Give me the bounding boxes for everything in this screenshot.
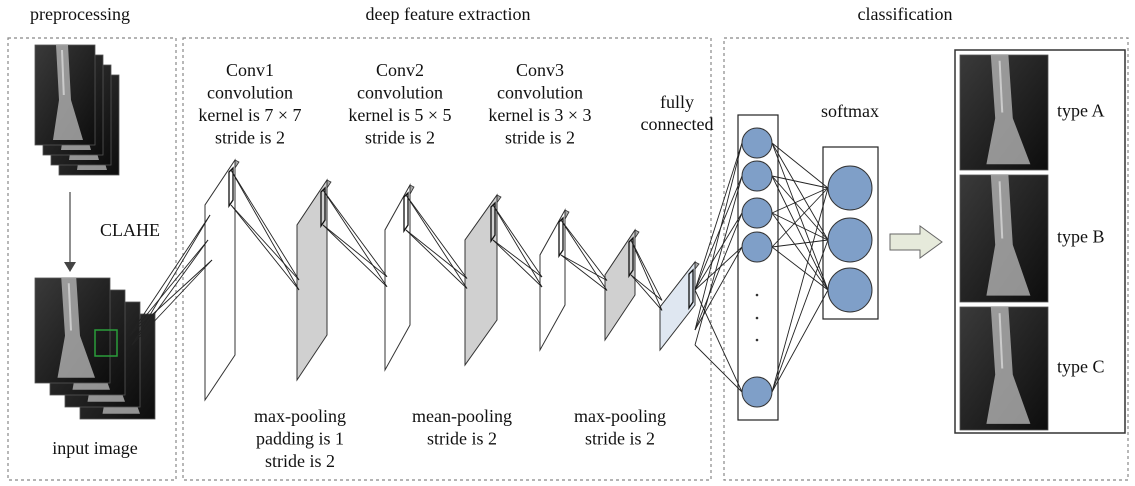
connection xyxy=(231,205,299,280)
connection xyxy=(772,188,828,392)
pooling-label: mean-pooling xyxy=(412,406,512,426)
feature-map xyxy=(205,160,235,400)
fc-label: fully xyxy=(660,92,694,112)
pooling-label: max-pooling xyxy=(574,406,666,426)
fc-neuron xyxy=(742,161,772,191)
conv-label: stride is 2 xyxy=(505,128,575,148)
conv-label: convolution xyxy=(497,83,583,103)
connection xyxy=(130,260,212,335)
fc-neuron xyxy=(742,232,772,262)
feature-map xyxy=(297,180,327,380)
section-title: deep feature extraction xyxy=(366,4,531,24)
conv-label: Conv1 xyxy=(226,60,274,80)
connection xyxy=(772,290,828,392)
softmax-neuron xyxy=(828,218,872,262)
connection xyxy=(323,225,387,287)
connection xyxy=(561,220,607,281)
connection xyxy=(631,275,662,300)
section-title: classification xyxy=(858,4,953,24)
connection xyxy=(561,255,607,291)
conv-label: kernel is 5 × 5 xyxy=(348,105,451,125)
class-label: type B xyxy=(1057,227,1105,247)
conv-label: kernel is 7 × 7 xyxy=(198,105,301,125)
feature-map xyxy=(465,195,497,365)
feature-map xyxy=(540,210,565,350)
connection xyxy=(631,240,662,310)
connection xyxy=(493,205,542,277)
section-title: preprocessing xyxy=(30,4,130,24)
pooling-label: padding is 1 xyxy=(256,429,344,449)
pooling-label: stride is 2 xyxy=(265,451,335,471)
connection xyxy=(695,176,742,290)
block-arrow xyxy=(890,226,942,258)
connection xyxy=(561,255,607,281)
class-label: type A xyxy=(1057,101,1105,121)
connection xyxy=(772,176,828,240)
connection xyxy=(631,275,662,310)
connection xyxy=(493,240,542,287)
conv-label: convolution xyxy=(357,83,443,103)
ellipsis-dot xyxy=(756,317,759,320)
connection xyxy=(631,240,662,300)
step-label: CLAHE xyxy=(100,220,160,240)
connection xyxy=(406,230,467,289)
conv-label: Conv2 xyxy=(376,60,424,80)
conv-label: stride is 2 xyxy=(215,128,285,148)
fc-neuron xyxy=(742,198,772,228)
connection xyxy=(772,240,828,247)
connection xyxy=(231,170,299,280)
softmax-neuron xyxy=(828,268,872,312)
connection xyxy=(231,205,299,290)
fc-neuron xyxy=(742,128,772,158)
conv-label: kernel is 3 × 3 xyxy=(488,105,591,125)
connection xyxy=(323,190,387,287)
conv-label: Conv3 xyxy=(516,60,564,80)
connection xyxy=(323,190,387,277)
connection xyxy=(561,220,607,291)
connection xyxy=(406,195,467,289)
conv-label: stride is 2 xyxy=(365,128,435,148)
figure: preprocessing deep feature extraction cl… xyxy=(0,0,1135,486)
feature-map xyxy=(605,230,635,340)
connection xyxy=(772,176,828,290)
connection xyxy=(772,240,828,392)
connection xyxy=(695,213,742,330)
caption: input image xyxy=(52,438,137,458)
connection xyxy=(695,143,742,330)
connection xyxy=(695,345,742,392)
feature-map xyxy=(385,185,410,370)
ellipsis-dot xyxy=(756,339,759,342)
connection xyxy=(130,240,208,335)
pooling-label: max-pooling xyxy=(254,406,346,426)
fc-label: connected xyxy=(641,114,714,134)
connection xyxy=(132,240,208,345)
softmax-neuron xyxy=(828,166,872,210)
arrowhead xyxy=(64,262,76,272)
connection xyxy=(695,176,742,345)
pooling-label: stride is 2 xyxy=(585,429,655,449)
connection xyxy=(695,290,742,392)
softmax-label: softmax xyxy=(821,101,879,121)
class-label: type C xyxy=(1057,357,1105,377)
fc-neuron xyxy=(742,377,772,407)
conv-label: convolution xyxy=(207,83,293,103)
ellipsis-dot xyxy=(756,294,759,297)
connection xyxy=(231,170,299,290)
connection xyxy=(695,213,742,290)
pooling-label: stride is 2 xyxy=(427,429,497,449)
